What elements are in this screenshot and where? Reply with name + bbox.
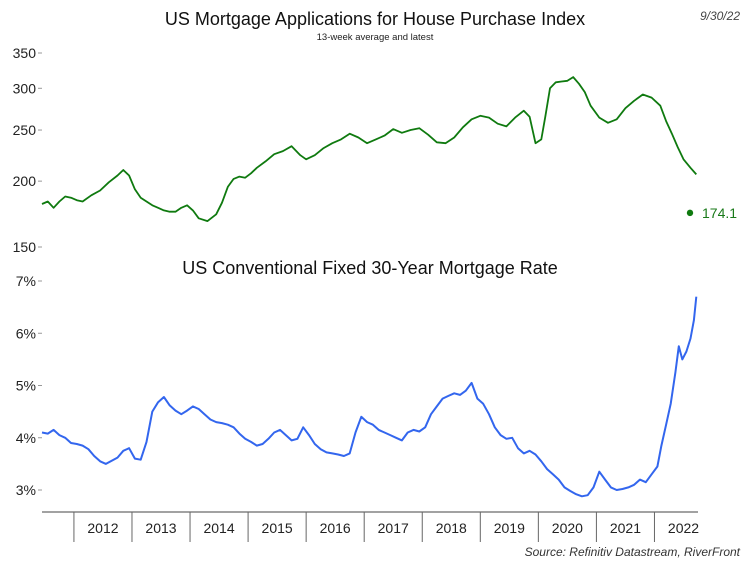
- applications-y-axis: 350 300 250 200 150: [13, 45, 42, 255]
- latest-value-dot: [686, 209, 694, 217]
- y-tick-label: 7%: [16, 273, 36, 289]
- x-tick-label: 2022: [668, 520, 699, 536]
- x-axis: 2012 2013 2014 2015 2016 2017 2018 2019 2020 2021…: [42, 511, 699, 542]
- applications-series: 174.1: [41, 76, 737, 222]
- mortgage-rate-series: [41, 296, 698, 498]
- y-tick-label: 200: [13, 173, 37, 189]
- x-tick-label: 2015: [262, 520, 293, 536]
- y-tick-label: 150: [13, 239, 37, 255]
- chart-title-applications: US Mortgage Applications for House Purch…: [165, 9, 585, 29]
- x-tick-label: 2017: [378, 520, 409, 536]
- x-tick-label: 2021: [610, 520, 641, 536]
- y-tick-label: 350: [13, 45, 37, 61]
- y-tick-label: 250: [13, 122, 37, 138]
- applications-line: [41, 76, 697, 222]
- mortgage-rate-y-axis: 7% 6% 5% 4% 3%: [16, 273, 42, 498]
- y-tick-label: 6%: [16, 325, 36, 341]
- y-tick-label: 4%: [16, 430, 36, 446]
- y-tick-label: 3%: [16, 482, 36, 498]
- source-note: Source: Refinitiv Datastream, RiverFront: [525, 545, 741, 559]
- date-stamp: 9/30/22: [700, 9, 740, 23]
- y-tick-label: 5%: [16, 378, 36, 394]
- x-tick-label: 2014: [203, 520, 234, 536]
- latest-value-label: 174.1: [702, 205, 737, 221]
- x-tick-label: 2012: [87, 520, 118, 536]
- x-tick-label: 2020: [552, 520, 583, 536]
- chart-title-mortgage-rate: US Conventional Fixed 30-Year Mortgage R…: [182, 258, 558, 278]
- x-tick-label: 2018: [436, 520, 467, 536]
- chart-subtitle-applications: 13-week average and latest: [317, 32, 434, 43]
- mortgage-rate-line: [41, 296, 698, 498]
- x-tick-label: 2019: [494, 520, 525, 536]
- y-tick-label: 300: [13, 80, 37, 96]
- x-tick-label: 2013: [145, 520, 176, 536]
- x-tick-label: 2016: [320, 520, 351, 536]
